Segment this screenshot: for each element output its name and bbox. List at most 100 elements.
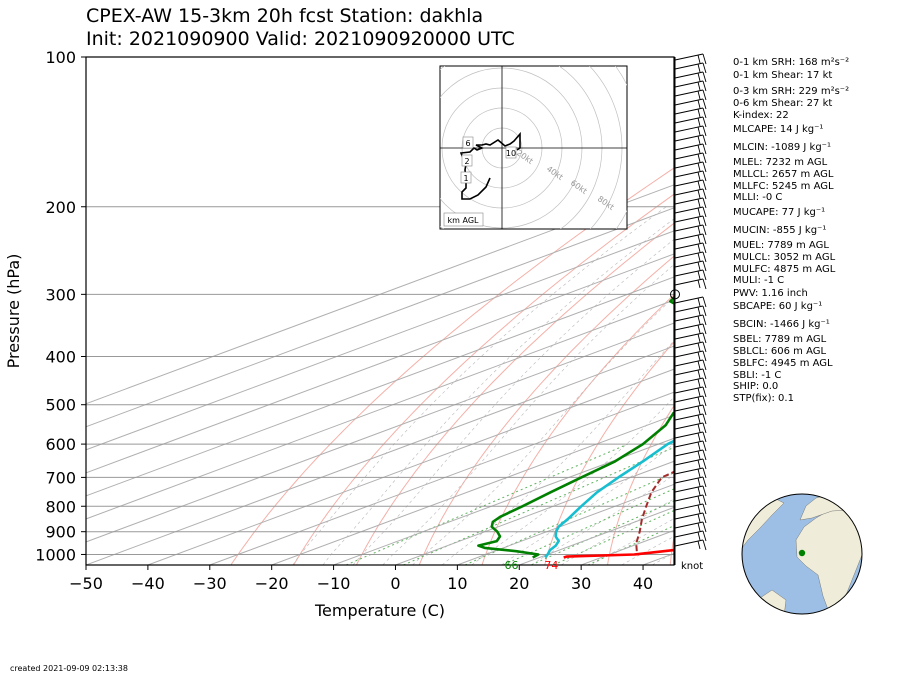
wind-barb (674, 242, 707, 254)
isotherm-line (86, 299, 674, 520)
index-line: MLLI: -0 C (733, 192, 783, 203)
isotherm-line (86, 322, 674, 543)
hodograph-height-label: 6 (465, 139, 470, 148)
plot-frame (85, 56, 675, 566)
moist-adiabat-line (501, 443, 674, 565)
index-line: MULI: -1 C (733, 275, 785, 286)
isotherm-line (86, 184, 674, 405)
y-tick-label: 100 (45, 48, 76, 67)
hodograph-height-box (460, 171, 472, 184)
x-tick-label: 20 (509, 574, 529, 593)
hodograph-height-box (462, 136, 474, 149)
mixing-ratio-line (403, 446, 674, 565)
wind-barb (674, 440, 707, 452)
y-tick-label: 200 (45, 198, 76, 217)
surface-dewpoint-label: 66 (504, 559, 518, 572)
wetbulb-profile-line (544, 439, 674, 559)
index-line: SBLI: -1 C (733, 370, 782, 381)
y-tick-label: 700 (45, 468, 76, 487)
y-tick-label: 300 (45, 285, 76, 304)
index-line: SHIP: 0.0 (733, 381, 779, 392)
wind-barb (674, 449, 707, 461)
index-line: SBCAPE: 60 J kg⁻¹ (733, 301, 823, 312)
index-line: MLEL: 7232 m AGL (733, 157, 828, 168)
wind-barb (674, 71, 707, 83)
y-tick-label: 600 (45, 435, 76, 454)
y-tick-label: 900 (45, 523, 76, 542)
moist-adiabat-line (292, 206, 667, 565)
x-tick-label: 0 (390, 574, 400, 593)
hodograph-height-label: 1 (463, 174, 468, 183)
dry-adiabat-line (293, 193, 674, 565)
hodograph-trace (459, 131, 521, 200)
x-tick-label: −40 (131, 574, 165, 593)
wind-barb (674, 305, 707, 317)
wind-barb (674, 53, 707, 65)
created-timestamp: created 2021-09-09 02:13:38 (10, 664, 128, 673)
wind-barb (674, 188, 707, 200)
index-line: SBLFC: 4945 m AGL (733, 358, 833, 369)
index-line: MULCL: 3052 m AGL (733, 252, 836, 263)
isotherm-line (86, 230, 674, 451)
isotherm-line (333, 437, 674, 565)
moist-adiabat-line (531, 474, 674, 565)
hodograph-height-label: 2 (464, 157, 469, 166)
wind-barb (674, 125, 707, 137)
isotherm-line (86, 276, 674, 497)
isotherm-line (271, 414, 674, 565)
wind-barb (674, 251, 707, 263)
hodograph-height-box (505, 146, 517, 159)
index-line: MLCAPE: 14 J kg⁻¹ (733, 124, 824, 135)
wind-barb (674, 98, 707, 110)
wind-barb (674, 386, 707, 398)
index-line: SBCIN: -1466 J kg⁻¹ (733, 319, 830, 330)
x-tick-label: −30 (193, 574, 227, 593)
wind-barb (674, 170, 707, 182)
wind-barb (674, 260, 707, 272)
dry-adiabat-line (230, 167, 674, 565)
wind-barb (674, 215, 707, 227)
wind-barb (674, 206, 707, 218)
x-tick-label: 30 (571, 574, 591, 593)
index-line: MULFC: 4875 m AGL (733, 264, 836, 275)
index-line: STP(fix): 0.1 (733, 393, 794, 404)
wind-barb (674, 359, 707, 371)
location-globe (741, 493, 863, 615)
wind-barb (674, 269, 707, 281)
hodograph-height-label: 10 (506, 149, 516, 158)
isotherm-line (86, 253, 674, 474)
calm-wind-circle (670, 289, 680, 300)
dry-adiabat-line (355, 222, 674, 565)
moist-adiabat-line (441, 340, 674, 565)
wind-barb (674, 503, 707, 515)
wind-barb (674, 80, 707, 92)
x-tick-label: 10 (447, 574, 467, 593)
wind-barb (674, 512, 707, 524)
moist-adiabat-line (561, 498, 674, 565)
hodograph-height-box (461, 154, 473, 167)
x-tick-label: −50 (69, 574, 103, 593)
station-location-dot (798, 549, 806, 557)
wind-barb (674, 197, 707, 209)
index-line: MUEL: 7789 m AGL (733, 240, 829, 251)
hodograph-unit-box (443, 212, 484, 227)
wind-barb (674, 485, 707, 497)
wind-barb (674, 431, 707, 443)
wind-barb (674, 161, 707, 173)
index-line: MUCIN: -855 J kg⁻¹ (733, 225, 827, 236)
wind-barb (674, 89, 707, 101)
y-tick-label: 800 (45, 497, 76, 516)
dry-adiabat-line (855, 57, 906, 565)
index-line: K-index: 22 (733, 110, 789, 121)
dry-adiabat-line (607, 404, 674, 565)
mixing-ratio-line (345, 443, 628, 565)
wind-barb (674, 224, 707, 236)
globe-outline (741, 493, 863, 615)
wind-barb (674, 341, 707, 353)
moist-adiabat-line (382, 264, 674, 565)
plot-area (86, 57, 906, 565)
index-line: 0-3 km SRH: 229 m²s⁻² (733, 86, 850, 97)
index-line: PWV: 1.16 inch (733, 288, 808, 299)
